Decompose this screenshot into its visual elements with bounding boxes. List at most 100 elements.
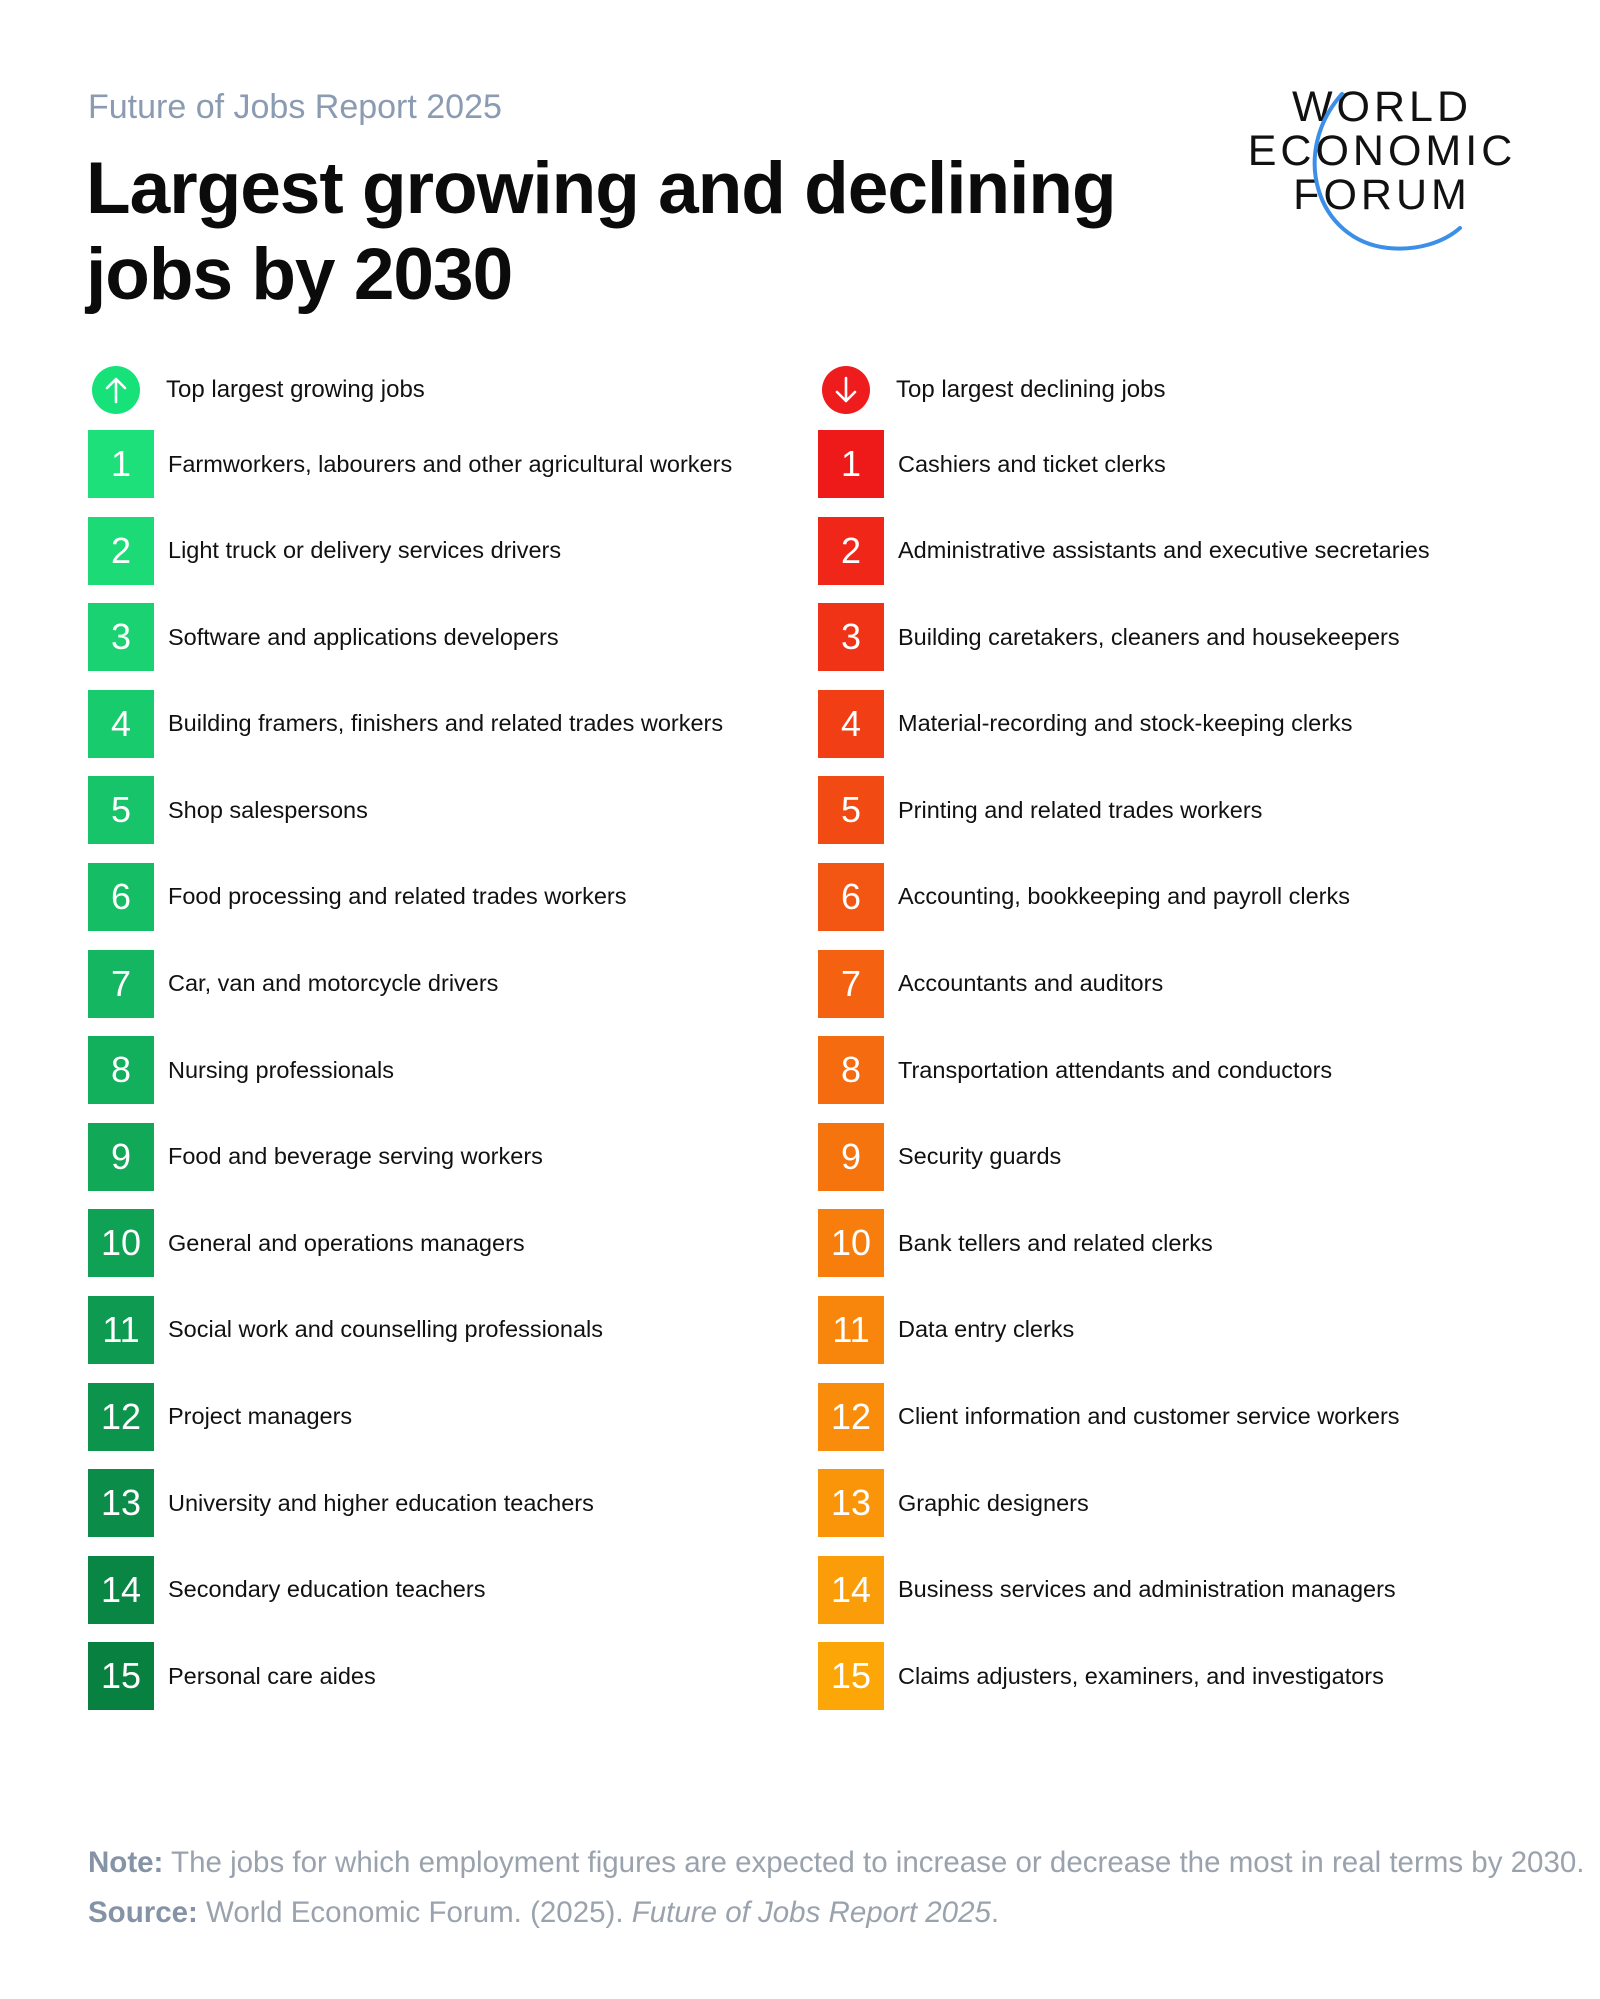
- growing-job-label: Shop salespersons: [168, 796, 368, 823]
- growing-job-label: University and higher education teachers: [168, 1489, 594, 1516]
- growing-job-row: 4 Building framers, finishers and related…: [88, 689, 828, 758]
- growing-jobs-heading: Top largest growing jobs: [88, 366, 828, 414]
- declining-rank-badge: 14: [818, 1555, 884, 1624]
- growing-rank-badge: 3: [88, 603, 154, 672]
- growing-jobs-column: Top largest growing jobs 1 Farmworkers, l…: [88, 366, 828, 1729]
- page-title: Largest growing and declining jobs by 20…: [86, 146, 1186, 318]
- growing-job-row: 6 Food processing and related trades work…: [88, 862, 828, 931]
- page-title-line-1: Largest growing and declining: [86, 148, 1117, 229]
- declining-job-label: Administrative assistants and executive …: [898, 537, 1430, 564]
- growing-job-row: 14 Secondary education teachers: [88, 1555, 828, 1624]
- growing-job-row: 7 Car, van and motorcycle drivers: [88, 949, 828, 1018]
- declining-rank-badge: 13: [818, 1469, 884, 1538]
- growing-job-label: Food processing and related trades worke…: [168, 883, 627, 910]
- declining-job-label: Accountants and auditors: [898, 970, 1164, 997]
- growing-rank-badge: 13: [88, 1469, 154, 1538]
- declining-job-label: Claims adjusters, examiners, and investi…: [898, 1662, 1384, 1689]
- declining-job-label: Security guards: [898, 1143, 1062, 1170]
- logo-line-economic: ECONOMIC: [1247, 127, 1517, 175]
- declining-rank-badge: 4: [818, 689, 884, 758]
- growing-job-row: 3 Software and applications developers: [88, 603, 828, 672]
- growing-job-row: 2 Light truck or delivery services driver…: [88, 516, 828, 585]
- source-text: World Economic Forum. (2025).: [197, 1896, 632, 1929]
- source-end: .: [990, 1896, 1000, 1929]
- growing-job-label: Food and beverage serving workers: [168, 1143, 543, 1170]
- wef-logo: WORLD ECONOMIC FORUM: [1232, 82, 1532, 262]
- growing-job-row: 12 Project managers: [88, 1382, 828, 1451]
- declining-rank-badge: 5: [818, 776, 884, 845]
- growing-rank-badge: 2: [88, 516, 154, 585]
- growing-jobs-list: 1 Farmworkers, labourers and other agricu…: [88, 430, 828, 1711]
- growing-rank-badge: 9: [88, 1122, 154, 1191]
- source-label: Source:: [88, 1896, 198, 1929]
- arrow-up-icon: [92, 366, 140, 414]
- arrow-down-icon: [822, 366, 870, 414]
- growing-rank-badge: 11: [88, 1295, 154, 1364]
- growing-rank-badge: 5: [88, 776, 154, 845]
- growing-job-row: 15 Personal care aides: [88, 1642, 828, 1711]
- note-label: Note:: [88, 1846, 164, 1879]
- declining-job-label: Client information and customer service …: [898, 1403, 1400, 1430]
- page-title-line-2: jobs by 2030: [86, 234, 513, 315]
- declining-job-label: Material-recording and stock-keeping cle…: [898, 710, 1353, 737]
- growing-rank-badge: 10: [88, 1209, 154, 1278]
- declining-job-row: 12 Client information and customer servic…: [818, 1382, 1558, 1451]
- growing-job-row: 9 Food and beverage serving workers: [88, 1122, 828, 1191]
- declining-rank-badge: 10: [818, 1209, 884, 1278]
- growing-rank-badge: 1: [88, 430, 154, 498]
- declining-job-label: Data entry clerks: [898, 1316, 1075, 1343]
- declining-job-row: 14 Business services and administration m…: [818, 1555, 1558, 1624]
- growing-job-row: 8 Nursing professionals: [88, 1036, 828, 1105]
- declining-jobs-heading-label: Top largest declining jobs: [896, 376, 1166, 403]
- declining-rank-badge: 9: [818, 1122, 884, 1191]
- growing-rank-badge: 6: [88, 862, 154, 931]
- declining-job-label: Business services and administration man…: [898, 1576, 1396, 1603]
- declining-job-label: Building caretakers, cleaners and housek…: [898, 623, 1400, 650]
- declining-job-row: 4 Material-recording and stock-keeping cl…: [818, 689, 1558, 758]
- declining-jobs-column: Top largest declining jobs 1 Cashiers and…: [818, 366, 1558, 1729]
- declining-rank-badge: 15: [818, 1642, 884, 1711]
- growing-job-label: Personal care aides: [168, 1662, 376, 1689]
- growing-rank-badge: 15: [88, 1642, 154, 1711]
- growing-rank-badge: 4: [88, 689, 154, 758]
- growing-job-row: 13 University and higher education teache…: [88, 1469, 828, 1538]
- growing-job-row: 5 Shop salespersons: [88, 776, 828, 845]
- growing-rank-badge: 7: [88, 949, 154, 1018]
- growing-job-row: 1 Farmworkers, labourers and other agricu…: [88, 430, 828, 498]
- declining-rank-badge: 7: [818, 949, 884, 1018]
- note-text: The jobs for which employment figures ar…: [163, 1846, 1585, 1879]
- declining-rank-badge: 3: [818, 603, 884, 672]
- growing-job-label: General and operations managers: [168, 1229, 525, 1256]
- growing-rank-badge: 8: [88, 1036, 154, 1105]
- declining-rank-badge: 11: [818, 1295, 884, 1364]
- growing-rank-badge: 14: [88, 1555, 154, 1624]
- growing-job-label: Software and applications developers: [168, 623, 559, 650]
- declining-job-row: 5 Printing and related trades workers: [818, 776, 1558, 845]
- footnote: Note: The jobs for which employment figu…: [88, 1846, 1584, 1880]
- growing-job-label: Light truck or delivery services drivers: [168, 537, 562, 564]
- declining-rank-badge: 8: [818, 1036, 884, 1105]
- declining-job-row: 6 Accounting, bookkeeping and payroll cle…: [818, 862, 1558, 931]
- growing-job-label: Secondary education teachers: [168, 1576, 486, 1603]
- declining-job-row: 9 Security guards: [818, 1122, 1558, 1191]
- declining-job-row: 2 Administrative assistants and executive…: [818, 516, 1558, 585]
- declining-rank-badge: 6: [818, 862, 884, 931]
- growing-job-label: Farmworkers, labourers and other agricul…: [168, 450, 733, 477]
- declining-job-row: 7 Accountants and auditors: [818, 949, 1558, 1018]
- growing-rank-badge: 12: [88, 1382, 154, 1451]
- declining-job-row: 8 Transportation attendants and conductor…: [818, 1036, 1558, 1105]
- declining-job-row: 3 Building caretakers, cleaners and house…: [818, 603, 1558, 672]
- declining-job-label: Cashiers and ticket clerks: [898, 450, 1166, 477]
- declining-job-row: 1 Cashiers and ticket clerks: [818, 430, 1558, 498]
- growing-jobs-heading-label: Top largest growing jobs: [166, 376, 425, 403]
- declining-job-label: Accounting, bookkeeping and payroll cler…: [898, 883, 1350, 910]
- source-line: Source: World Economic Forum. (2025). Fu…: [88, 1896, 999, 1930]
- declining-job-label: Transportation attendants and conductors: [898, 1056, 1333, 1083]
- declining-jobs-heading: Top largest declining jobs: [818, 366, 1558, 414]
- growing-job-row: 11 Social work and counselling profession…: [88, 1295, 828, 1364]
- declining-job-row: 11 Data entry clerks: [818, 1295, 1558, 1364]
- logo-arc-icon: [1312, 92, 1462, 251]
- growing-job-label: Building framers, finishers and related …: [168, 710, 724, 737]
- declining-job-label: Graphic designers: [898, 1489, 1089, 1516]
- declining-jobs-list: 1 Cashiers and ticket clerks 2 Administrati…: [818, 430, 1558, 1711]
